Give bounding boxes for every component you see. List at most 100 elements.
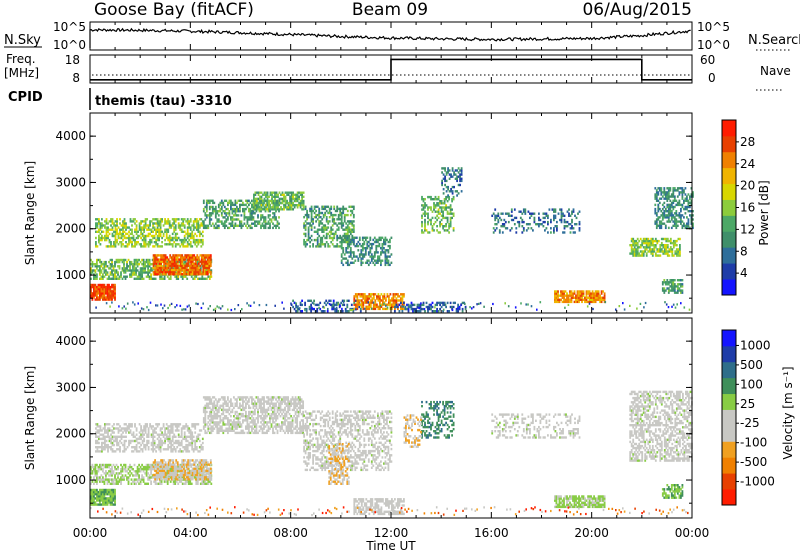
- station-title: Goose Bay (fitACF): [94, 0, 254, 20]
- heatmap-cell: [97, 493, 100, 496]
- heatmap-cell: [669, 212, 672, 215]
- heatmap-cell: [684, 199, 687, 202]
- heatmap-cell: [149, 241, 152, 244]
- heatmap-cell: [348, 220, 351, 223]
- heatmap-cell: [569, 290, 571, 293]
- heatmap-cell: [186, 228, 189, 231]
- heatmap-cell: [202, 270, 205, 274]
- heatmap-cell: [563, 227, 566, 230]
- heatmap-cell: [223, 226, 226, 230]
- heatmap-cell: [124, 470, 127, 473]
- heatmap-cell: [364, 249, 367, 252]
- heatmap-cell: [186, 305, 189, 308]
- heatmap-cell: [161, 260, 164, 263]
- heatmap-cell: [192, 224, 195, 227]
- heatmap-cell: [381, 251, 384, 254]
- heatmap-cell: [188, 264, 191, 267]
- heatmap-cell: [368, 301, 371, 304]
- heatmap-cell: [645, 248, 648, 251]
- heatmap-cell: [446, 200, 449, 203]
- heatmap-cell: [158, 234, 161, 238]
- heatmap-cell: [142, 267, 145, 270]
- heatmap-cell: [687, 199, 690, 202]
- heatmap-cell: [105, 265, 107, 268]
- heatmap-cell: [430, 305, 433, 308]
- heatmap-cell: [330, 228, 333, 231]
- heatmap-cell: [333, 236, 336, 240]
- heatmap-cell: [664, 301, 666, 304]
- heatmap-cell: [166, 470, 169, 473]
- heatmap-cell: [388, 299, 390, 302]
- heatmap-cell: [152, 230, 155, 233]
- heatmap-cell: [147, 243, 150, 246]
- heatmap-cell: [134, 228, 136, 231]
- heatmap-cell: [295, 195, 298, 198]
- heatmap-cell: [500, 212, 503, 215]
- heatmap-cell: [281, 191, 284, 194]
- heatmap-cell: [169, 275, 172, 278]
- heatmap-cell: [336, 205, 339, 208]
- heatmap-cell: [143, 226, 146, 229]
- heatmap-cell: [167, 218, 170, 221]
- heatmap-cell: [576, 296, 579, 299]
- heatmap-cell: [377, 307, 380, 311]
- heatmap-cell: [343, 253, 346, 256]
- heatmap-cell: [672, 187, 675, 190]
- heatmap-cell: [150, 472, 153, 475]
- heatmap-cell: [424, 310, 426, 313]
- heatmap-cell: [324, 236, 327, 240]
- heatmap-cell: [168, 241, 171, 244]
- heatmap-cell: [292, 191, 295, 194]
- heatmap-cell: [340, 240, 343, 244]
- heatmap-cell: [269, 210, 271, 213]
- heatmap-cell: [591, 300, 594, 304]
- heatmap-cell: [322, 207, 325, 211]
- heatmap-cell: [239, 199, 241, 202]
- heatmap-cell: [663, 289, 666, 292]
- heatmap-cell: [394, 293, 396, 296]
- heatmap-cell: [99, 495, 101, 498]
- heatmap-cell: [449, 305, 452, 309]
- heatmap-cell: [100, 474, 103, 477]
- heatmap-cell: [267, 222, 270, 225]
- heatmap-cell: [97, 258, 100, 262]
- heatmap-cell: [150, 269, 153, 272]
- heatmap-cell: [443, 208, 446, 211]
- heatmap-cell: [673, 205, 676, 209]
- heatmap-cell: [255, 224, 258, 227]
- heatmap-cell: [440, 305, 443, 309]
- heatmap-cell: [436, 214, 439, 217]
- heatmap-cell: [152, 465, 155, 468]
- heatmap-cell: [681, 193, 684, 196]
- heatmap-cell: [116, 238, 118, 242]
- heatmap-cell: [265, 208, 267, 211]
- heatmap-cell: [645, 246, 648, 249]
- heatmap-cell: [152, 224, 155, 227]
- heatmap-cell: [328, 209, 331, 213]
- heatmap-cell: [97, 497, 100, 500]
- heatmap-cell: [451, 192, 454, 195]
- heatmap-cell: [421, 223, 423, 226]
- heatmap-cell: [665, 239, 668, 243]
- heatmap-cell: [223, 205, 226, 209]
- heatmap-cell: [254, 206, 257, 209]
- heatmap-cell: [351, 236, 354, 240]
- heatmap-cell: [673, 287, 676, 290]
- heatmap-cell: [358, 236, 361, 239]
- heatmap-cell: [290, 197, 293, 201]
- heatmap-cell: [198, 265, 201, 268]
- heatmap-cell: [638, 239, 641, 243]
- heatmap-cell: [452, 301, 455, 305]
- heatmap-cell: [664, 226, 667, 230]
- heatmap-cell: [105, 263, 107, 266]
- heatmap-cell: [327, 232, 330, 236]
- heatmap-cell: [173, 262, 176, 265]
- heatmap-cell: [214, 212, 217, 215]
- heatmap-cell: [353, 307, 356, 311]
- heatmap-cell: [430, 218, 432, 222]
- heatmap-cell: [189, 234, 192, 238]
- heatmap-cell: [281, 201, 284, 205]
- heatmap-cell: [142, 258, 145, 262]
- heatmap-cell: [115, 277, 118, 280]
- heatmap-cell: [360, 257, 363, 260]
